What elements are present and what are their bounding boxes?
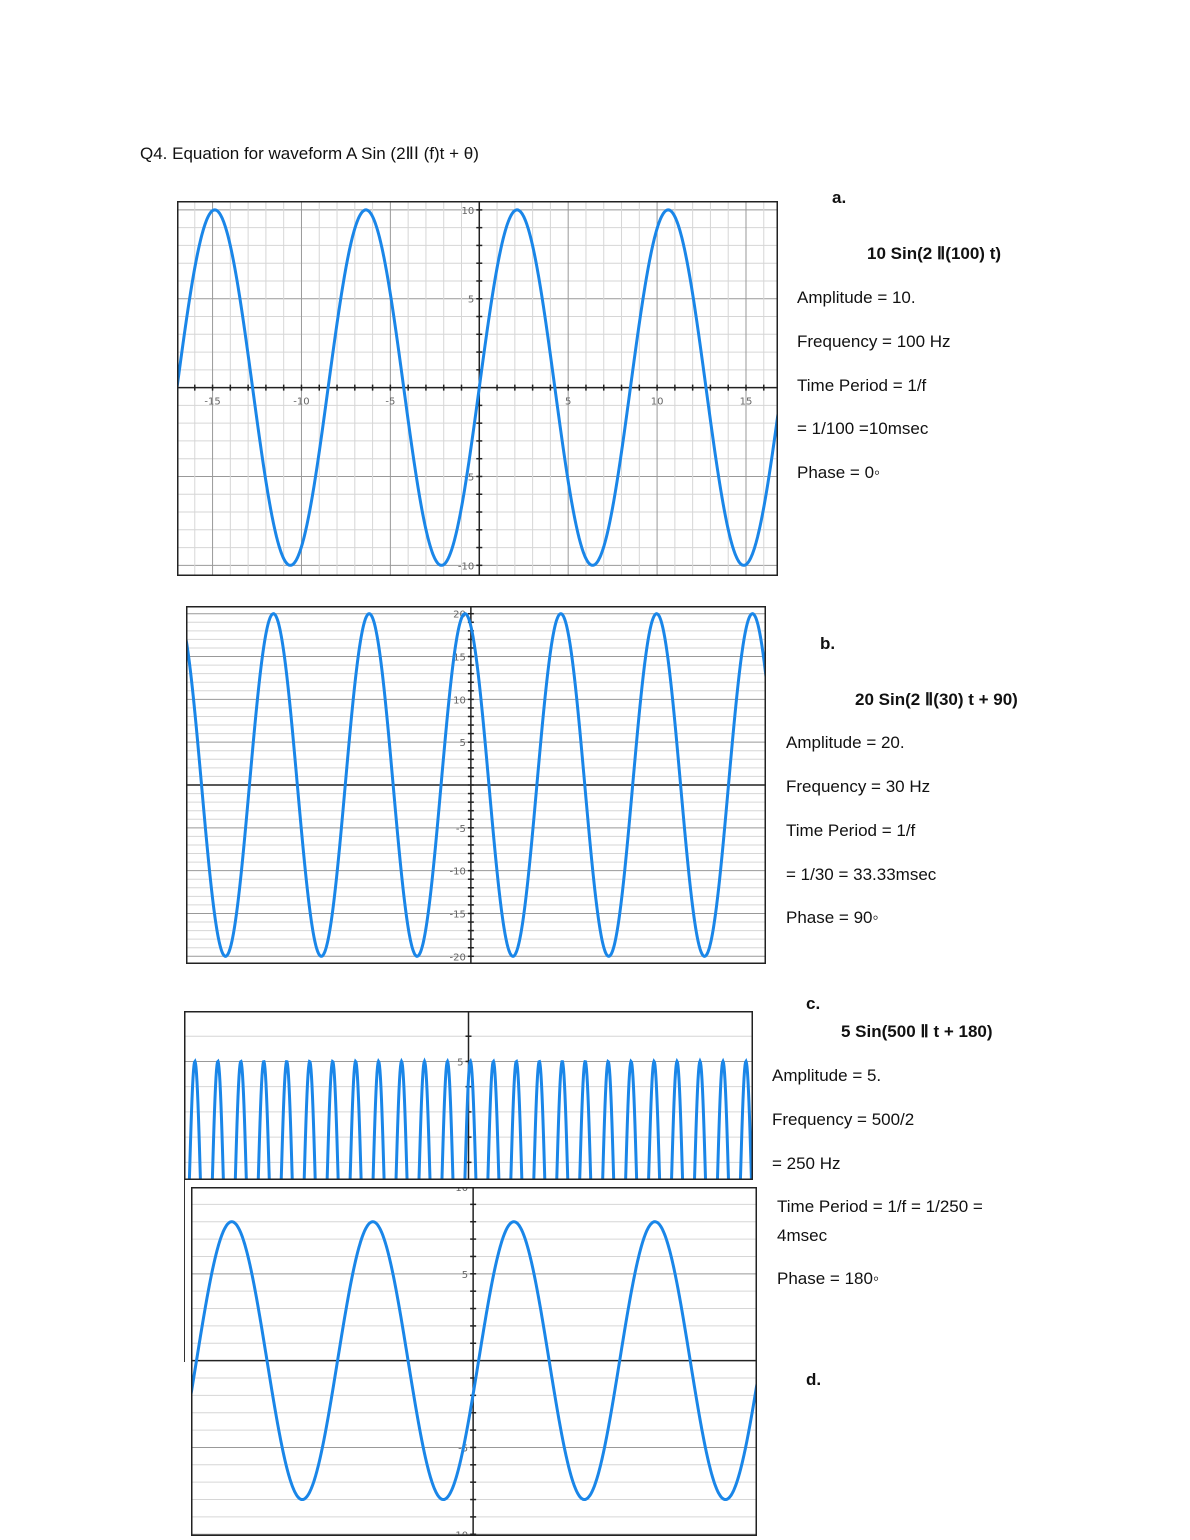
part-a-frequency: Frequency = 100 Hz [797, 332, 951, 351]
y-tick-label: 5 [468, 295, 474, 306]
x-tick-label: -5 [385, 397, 395, 408]
y-tick-label: -5 [456, 824, 466, 835]
plot-border [191, 1187, 757, 1536]
part-c-equation: 5 Sin(500 Ⅱ t + 180) [841, 1022, 993, 1041]
part-b-phase: Phase = 90◦ [786, 908, 879, 927]
part-b-amplitude: Amplitude = 20. [786, 733, 905, 752]
waveform-chart-a: 10 5 -5 -10 -15 -10 -5 5 10 15 [177, 201, 778, 576]
plot-border [177, 201, 778, 576]
y-tick-label: 5 [459, 738, 465, 749]
chart-c-border-extension [184, 1180, 185, 1362]
y-tick-label: -10 [450, 867, 466, 878]
part-c-amplitude: Amplitude = 5. [772, 1066, 882, 1085]
x-tick-label: 5 [565, 397, 571, 408]
waveform-curve [177, 208, 778, 567]
part-c-frequency-value: = 250 Hz [772, 1154, 841, 1173]
waveform-curve [186, 612, 766, 958]
plot-border [186, 606, 766, 964]
waveform-chart-b: 20 15 10 5 -5 -10 -15 -20 [186, 606, 766, 964]
y-tick-label: 10 [455, 1187, 468, 1194]
plot-border [184, 1011, 753, 1180]
y-tick-label: 5 [457, 1057, 463, 1068]
part-c-period-value: 4msec [777, 1226, 828, 1245]
waveform-curve [191, 1220, 757, 1501]
part-b-equation: 20 Sin(2 Ⅱ(30) t + 90) [855, 690, 1018, 709]
part-b-label: b. [820, 634, 836, 653]
part-a-label: a. [832, 188, 847, 207]
part-b-period-formula: Time Period = 1/f [786, 821, 916, 840]
y-tick-label: 20 [453, 610, 466, 621]
x-tick-label: 15 [740, 397, 753, 408]
y-tick-label: 10 [462, 206, 475, 217]
part-a-phase: Phase = 0◦ [797, 463, 881, 482]
part-a-period-value: = 1/100 =10msec [797, 419, 929, 438]
x-tick-label: 10 [651, 397, 664, 408]
x-tick-label: -10 [293, 397, 309, 408]
part-d-label: d. [806, 1370, 822, 1389]
part-b-frequency: Frequency = 30 Hz [786, 777, 931, 796]
part-a-amplitude: Amplitude = 10. [797, 288, 916, 307]
y-tick-label: -5 [464, 472, 474, 483]
part-a-period-formula: Time Period = 1/f [797, 376, 927, 395]
y-tick-label: -10 [452, 1530, 468, 1536]
part-b-period-value: = 1/30 = 33.33msec [786, 865, 937, 884]
part-c-period-formula: Time Period = 1/f = 1/250 = [777, 1197, 983, 1216]
part-c-frequency-formula: Frequency = 500/2 [772, 1110, 915, 1129]
y-tick-label: -10 [458, 561, 474, 572]
y-tick-label: 15 [453, 653, 466, 664]
waveform-chart-c: 5 [184, 1011, 753, 1180]
part-c-phase: Phase = 180◦ [777, 1269, 879, 1288]
y-tick-label: 10 [453, 695, 466, 706]
y-tick-label: -15 [450, 909, 466, 920]
part-a-equation: 10 Sin(2 Ⅱ(100) t) [867, 244, 1002, 263]
part-c-label: c. [806, 994, 821, 1013]
waveform-chart-d: 105-5-10 [191, 1187, 757, 1536]
waveform-curve [187, 1057, 753, 1180]
y-tick-label: -20 [450, 952, 466, 963]
y-tick-label: 5 [462, 1270, 468, 1281]
x-tick-label: -15 [204, 397, 220, 408]
question-title: Q4. Equation for waveform A Sin (2ⅡⅠ (f)… [140, 144, 479, 163]
